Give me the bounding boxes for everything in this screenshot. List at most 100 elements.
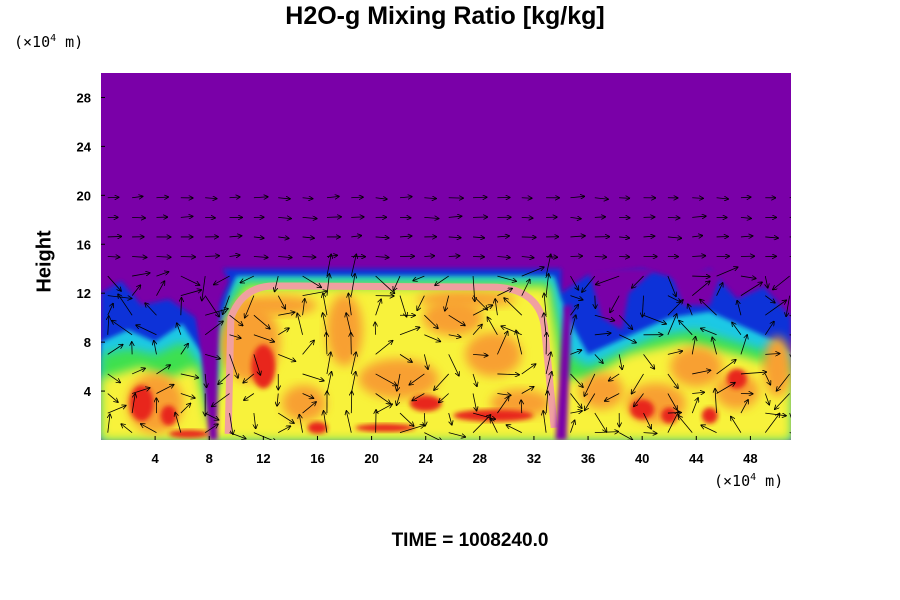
wind-vector-365 bbox=[789, 412, 791, 419]
wind-vector-184 bbox=[438, 393, 449, 403]
wind-vector-22 bbox=[132, 257, 147, 258]
wind-vector-111 bbox=[302, 291, 328, 297]
wind-vector-228 bbox=[521, 279, 530, 296]
wind-vector-227 bbox=[504, 298, 523, 316]
wind-vector-115 bbox=[302, 217, 317, 218]
x-tick-label-44: 44 bbox=[689, 451, 704, 466]
wind-vector-330 bbox=[700, 328, 717, 336]
wind-vector-254 bbox=[570, 295, 583, 300]
wind-vector-125 bbox=[326, 254, 331, 277]
wind-vector-275 bbox=[604, 393, 620, 402]
wind-vector-105 bbox=[302, 402, 317, 414]
wind-vector-183 bbox=[448, 412, 452, 425]
wind-vector-349 bbox=[740, 217, 751, 218]
wind-vector-97 bbox=[278, 312, 295, 316]
wind-vector-106 bbox=[302, 393, 314, 399]
wind-vector-351 bbox=[764, 413, 779, 433]
wind-vector-293 bbox=[642, 295, 643, 317]
wind-vector-41 bbox=[180, 393, 195, 399]
wind-vector-120 bbox=[326, 352, 331, 375]
wind-vector-325 bbox=[701, 425, 717, 434]
wind-vector-149 bbox=[375, 299, 382, 316]
x-tick-label-12: 12 bbox=[256, 451, 270, 466]
wind-vector-280 bbox=[610, 295, 620, 313]
y-tick-label-24: 24 bbox=[77, 139, 92, 154]
wind-vector-117 bbox=[323, 411, 328, 433]
x-tick-label-36: 36 bbox=[581, 451, 595, 466]
orange-patch-4 bbox=[358, 358, 439, 399]
wind-vector-203 bbox=[473, 276, 475, 301]
wind-vector-59 bbox=[204, 295, 219, 317]
wind-vector-218 bbox=[497, 236, 509, 237]
wind-vector-281 bbox=[595, 275, 620, 285]
wind-vector-26 bbox=[141, 424, 157, 434]
wind-vector-312 bbox=[678, 416, 693, 433]
wind-vector-73 bbox=[214, 275, 230, 285]
wind-vector-88 bbox=[253, 237, 264, 238]
wind-vector-198 bbox=[472, 373, 477, 387]
wind-vector-346 bbox=[740, 276, 756, 278]
wind-vector-172 bbox=[409, 373, 425, 385]
wind-vector-251 bbox=[570, 350, 581, 355]
wind-vector-207 bbox=[473, 197, 487, 198]
red-patch-4 bbox=[409, 395, 442, 412]
wind-vector-173 bbox=[423, 354, 428, 369]
wind-vector-267 bbox=[595, 295, 596, 309]
wind-vector-9 bbox=[107, 257, 120, 258]
wind-vector-123 bbox=[323, 293, 328, 316]
wind-vector-256 bbox=[570, 256, 582, 257]
wind-vector-92 bbox=[278, 412, 294, 423]
wind-vector-5 bbox=[108, 316, 109, 335]
wind-vector-12 bbox=[107, 197, 119, 198]
wind-vector-103 bbox=[278, 198, 290, 199]
wind-vector-136 bbox=[348, 293, 352, 316]
wind-vector-304 bbox=[667, 314, 677, 335]
wind-vector-43 bbox=[180, 343, 188, 355]
y-axis-unit: (×104 m) bbox=[14, 33, 84, 51]
wind-vector-176 bbox=[417, 295, 425, 311]
orange-patch-3 bbox=[326, 293, 363, 366]
orange-patch-2 bbox=[281, 385, 326, 422]
wind-vector-265 bbox=[594, 333, 611, 335]
wind-vector-225 bbox=[516, 330, 523, 355]
wind-vector-33 bbox=[156, 281, 164, 296]
wind-vector-307 bbox=[667, 275, 676, 297]
wind-vector-222 bbox=[521, 400, 522, 414]
wind-vector-34 bbox=[156, 272, 168, 277]
wind-vector-248 bbox=[570, 411, 582, 413]
wind-vector-75 bbox=[229, 236, 242, 237]
wind-vector-226 bbox=[501, 326, 522, 336]
y-tick-label-4: 4 bbox=[84, 384, 92, 399]
wind-vector-366 bbox=[775, 393, 790, 410]
wind-vector-18 bbox=[111, 320, 133, 336]
wind-vector-294 bbox=[632, 275, 644, 288]
wind-vector-200 bbox=[472, 324, 482, 336]
wind-vector-326 bbox=[715, 388, 717, 414]
wind-vector-341 bbox=[740, 372, 767, 374]
wind-vector-45 bbox=[181, 297, 182, 316]
wind-vector-148 bbox=[375, 322, 376, 335]
wind-vector-309 bbox=[667, 237, 682, 238]
wind-vector-129 bbox=[326, 196, 339, 197]
wind-vector-359 bbox=[765, 275, 768, 288]
wind-vector-56 bbox=[205, 353, 220, 358]
wind-vector-221 bbox=[506, 425, 522, 434]
wind-vector-28 bbox=[156, 384, 173, 394]
wind-vector-266 bbox=[594, 314, 615, 320]
wind-vector-255 bbox=[570, 275, 578, 290]
wind-vector-287 bbox=[643, 412, 652, 429]
wind-vector-15 bbox=[131, 388, 150, 394]
wind-vector-211 bbox=[497, 374, 519, 375]
y-tick-label-8: 8 bbox=[84, 335, 91, 350]
wind-vector-161 bbox=[399, 327, 420, 336]
wind-vector-237 bbox=[545, 352, 551, 375]
wind-vector-30 bbox=[154, 340, 157, 355]
wind-vector-74 bbox=[229, 255, 240, 256]
y-tick-label-20: 20 bbox=[77, 188, 91, 203]
wind-vector-19 bbox=[118, 294, 133, 316]
wind-vector-343 bbox=[732, 322, 742, 336]
wind-vector-25 bbox=[132, 196, 143, 197]
wind-vector-352 bbox=[765, 412, 786, 416]
x-tick-label-32: 32 bbox=[527, 451, 541, 466]
wind-vector-253 bbox=[570, 304, 578, 316]
